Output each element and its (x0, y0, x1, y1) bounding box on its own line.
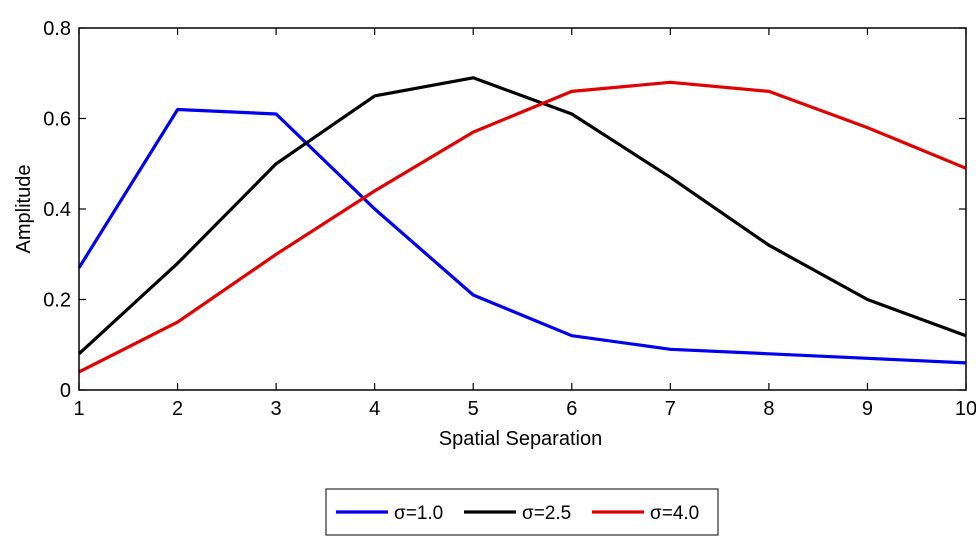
x-axis-ticks: 1 2 3 4 5 6 7 8 9 10 (73, 28, 976, 420)
legend-label: σ=4.0 (650, 503, 699, 524)
y-axis-label: Amplitude (13, 165, 35, 254)
series-line-3 (78, 80, 967, 374)
x-tick-label: 4 (369, 398, 380, 420)
x-tick-label: 8 (763, 398, 774, 420)
series-line-1 (77, 107, 967, 365)
x-tick-label: 2 (172, 398, 183, 420)
y-tick-label: 0.6 (43, 109, 71, 131)
legend-label: σ=1.0 (394, 503, 443, 524)
x-tick-label: 7 (665, 398, 676, 420)
y-tick-label: 0.8 (43, 18, 71, 40)
y-tick-label: 0.4 (43, 199, 71, 221)
x-tick-label: 3 (271, 398, 282, 420)
series-line-2 (77, 76, 967, 355)
y-tick-label: 0.2 (43, 290, 71, 312)
x-tick-label: 1 (73, 398, 84, 420)
legend-label: σ=2.5 (522, 503, 571, 524)
x-tick-label: 10 (955, 398, 976, 420)
y-tick-label: 0 (60, 380, 71, 402)
x-axis-label: Spatial Separation (439, 428, 602, 450)
plot-frame (78, 27, 967, 391)
series-layer (77, 76, 967, 374)
x-tick-label: 6 (566, 398, 577, 420)
x-tick-label: 5 (468, 398, 479, 420)
x-tick-label: 9 (862, 398, 873, 420)
y-axis-ticks: 0 0.2 0.4 0.6 0.8 (43, 18, 966, 402)
legend-box (325, 488, 719, 536)
legend: σ=1.0 σ=2.5 σ=4.0 (325, 488, 719, 536)
